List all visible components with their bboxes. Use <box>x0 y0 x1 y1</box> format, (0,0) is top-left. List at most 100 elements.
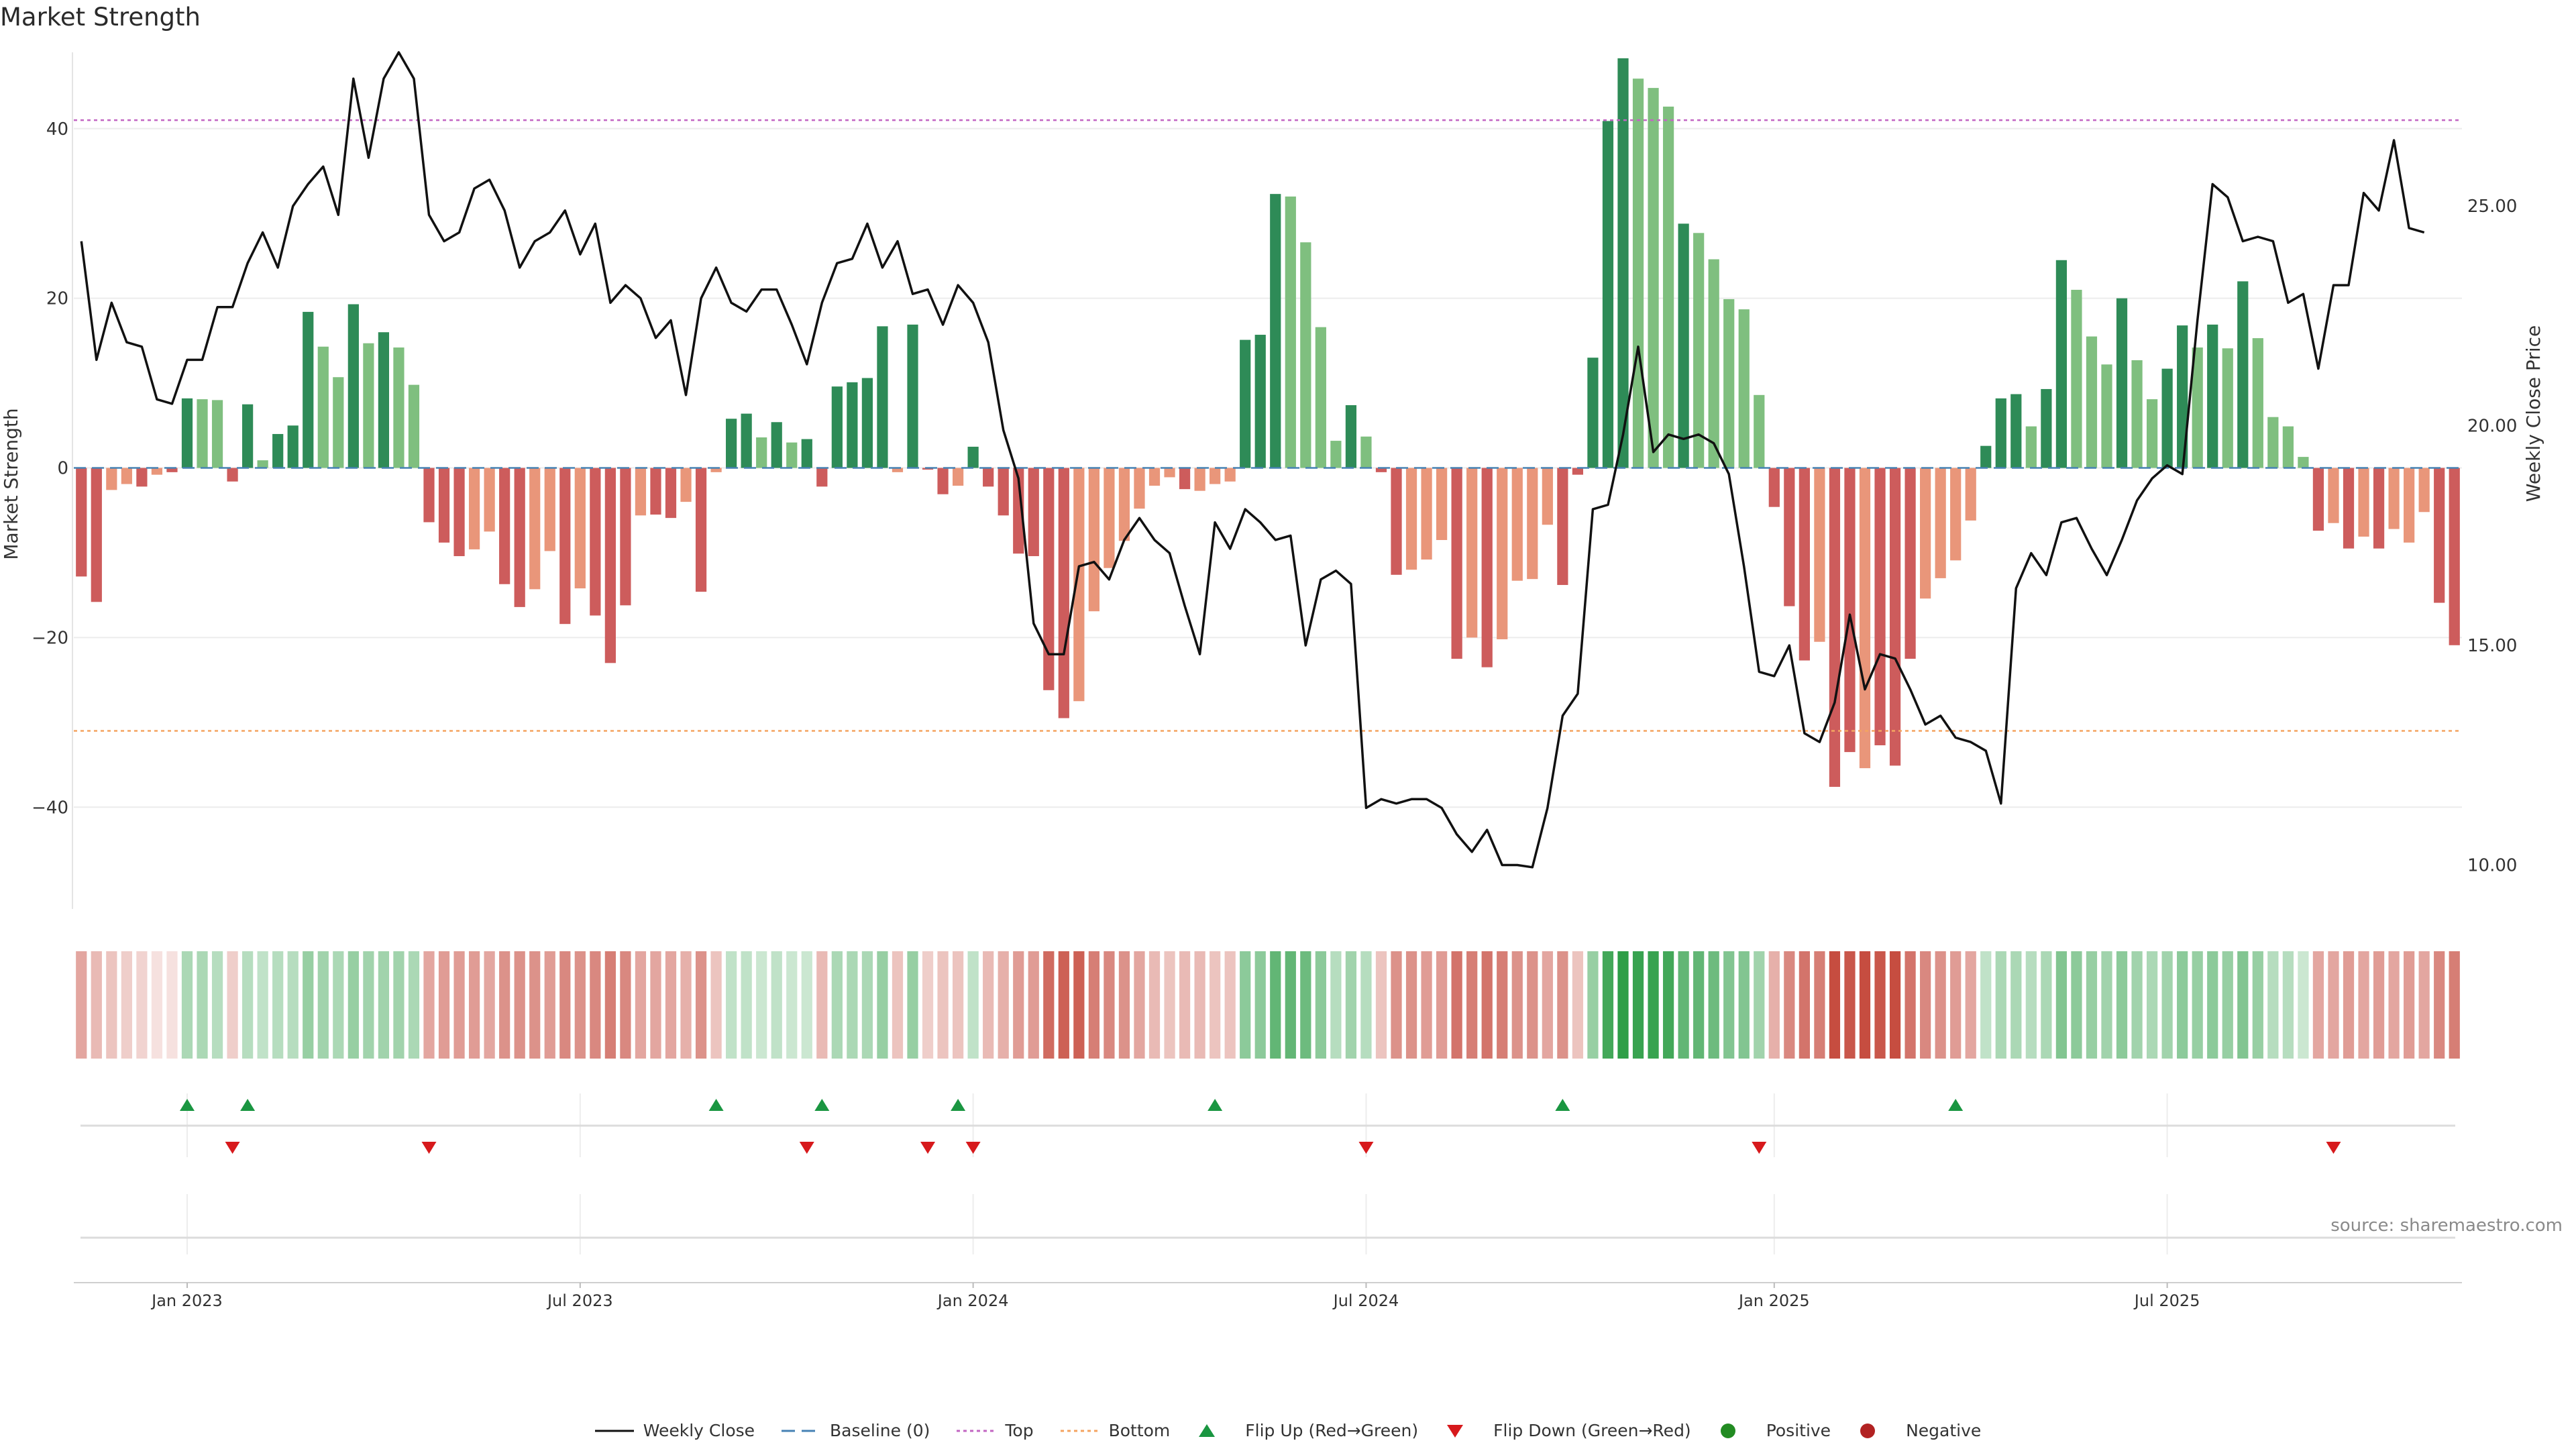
heat-cell <box>2146 951 2158 1059</box>
heat-cell <box>514 951 525 1059</box>
heatmap-strip <box>76 951 2460 1059</box>
heat-cell <box>166 951 178 1059</box>
heat-cell <box>937 951 949 1059</box>
heat-cell <box>2025 951 2037 1059</box>
heat-cell <box>1844 951 1856 1059</box>
heat-cell <box>1375 951 1387 1059</box>
strength-bar <box>1799 468 1810 661</box>
bottom-legend-icon <box>1060 1430 1099 1432</box>
heat-cell <box>2207 951 2218 1059</box>
strength-bar <box>1557 468 1568 586</box>
heat-cell <box>211 951 223 1059</box>
flip-down-marker <box>965 1142 981 1154</box>
strength-bar <box>1784 468 1795 606</box>
strength-bar <box>2343 468 2355 549</box>
strength-bar <box>1738 309 1750 468</box>
heat-cell <box>438 951 450 1059</box>
heat-cell <box>1662 951 1674 1059</box>
strength-bar <box>1844 468 1856 753</box>
heat-cell <box>726 951 737 1059</box>
flip-up-marker <box>240 1099 256 1111</box>
strength-bar <box>2222 348 2233 468</box>
heat-cell <box>1557 951 1568 1059</box>
strength-bar <box>1254 335 1266 468</box>
strength-bar <box>317 346 329 468</box>
heat-cell <box>559 951 571 1059</box>
strength-bar <box>1375 468 1387 472</box>
heat-cell <box>1073 951 1085 1059</box>
heat-cell <box>2298 951 2309 1059</box>
heat-cell <box>1240 951 1251 1059</box>
heat-cell <box>317 951 329 1059</box>
flip-up-marker <box>1555 1099 1570 1111</box>
heat-cell <box>574 951 586 1059</box>
strength-bar <box>892 468 904 472</box>
strength-bar <box>2328 468 2339 523</box>
strength-bar <box>257 460 268 468</box>
strength-bar <box>151 468 163 475</box>
strength-bar <box>181 398 193 468</box>
x-tick-label: Jul 2024 <box>1332 1291 1399 1310</box>
heat-cell <box>1617 951 1629 1059</box>
legend-flip-down[interactable]: Flip Down (Green→Red) <box>1445 1421 1691 1440</box>
legend-top[interactable]: Top <box>957 1421 1034 1440</box>
legend-baseline[interactable]: Baseline (0) <box>782 1421 930 1440</box>
left-tick-label: −40 <box>32 798 68 818</box>
heat-cell <box>378 951 390 1059</box>
strength-bar <box>1814 468 1825 642</box>
strength-bar <box>1179 468 1191 490</box>
heat-cell <box>2434 951 2445 1059</box>
heat-cell <box>771 951 782 1059</box>
strength-bar <box>1330 441 1342 468</box>
left-axis-title: Market Strength <box>0 408 22 559</box>
heat-cell <box>877 951 888 1059</box>
legend-negative[interactable]: Negative <box>1858 1421 1981 1440</box>
flip-down-marker <box>225 1142 240 1154</box>
heat-cell <box>620 951 631 1059</box>
strength-bar <box>983 468 994 487</box>
strength-bar <box>2237 281 2249 468</box>
strength-bar <box>922 468 934 470</box>
right-tick-label: 25.00 <box>2467 197 2517 217</box>
heat-cell <box>484 951 495 1059</box>
strength-bar <box>1270 194 1281 468</box>
heat-cell <box>695 951 707 1059</box>
legend-weekly-close[interactable]: Weekly Close <box>594 1421 755 1440</box>
x-tick-label: Jan 2024 <box>936 1291 1009 1310</box>
heat-cell <box>197 951 208 1059</box>
right-tick-label: 10.00 <box>2467 856 2517 876</box>
legend-bottom[interactable]: Bottom <box>1060 1421 1170 1440</box>
strength-bar <box>2404 468 2415 543</box>
legend-flip-up[interactable]: Flip Up (Red→Green) <box>1197 1421 1418 1440</box>
strength-bar <box>272 433 284 468</box>
strength-bar <box>1980 445 1992 468</box>
strength-bar <box>1028 468 1039 557</box>
strength-bar <box>2086 336 2098 468</box>
strength-bar <box>2071 290 2082 468</box>
heat-cell <box>801 951 812 1059</box>
weekly-close-legend-icon <box>594 1430 634 1432</box>
x-tick-label: Jul 2025 <box>2133 1291 2200 1310</box>
heat-cell <box>2312 951 2324 1059</box>
heat-cell <box>393 951 405 1059</box>
strength-bar <box>287 425 299 468</box>
heat-cell <box>741 951 752 1059</box>
weekly-close-line <box>80 51 2425 869</box>
heat-cell <box>529 951 541 1059</box>
strength-bar <box>2373 468 2385 549</box>
heat-cell <box>892 951 904 1059</box>
heat-cell <box>983 951 994 1059</box>
strength-bar <box>1481 468 1493 667</box>
heat-cell <box>1481 951 1493 1059</box>
legend-positive[interactable]: Positive <box>1718 1421 1831 1440</box>
heat-cell <box>347 951 359 1059</box>
strength-bar <box>604 468 616 663</box>
heat-cell <box>2161 951 2173 1059</box>
heat-cell <box>1210 951 1221 1059</box>
flip-up-marker <box>708 1099 724 1111</box>
x-tick-label: Jan 2025 <box>1737 1291 1810 1310</box>
strength-bar <box>2298 457 2309 468</box>
strength-bar <box>1587 358 1599 468</box>
strength-bar <box>197 399 208 468</box>
heat-cell <box>1920 951 1931 1059</box>
